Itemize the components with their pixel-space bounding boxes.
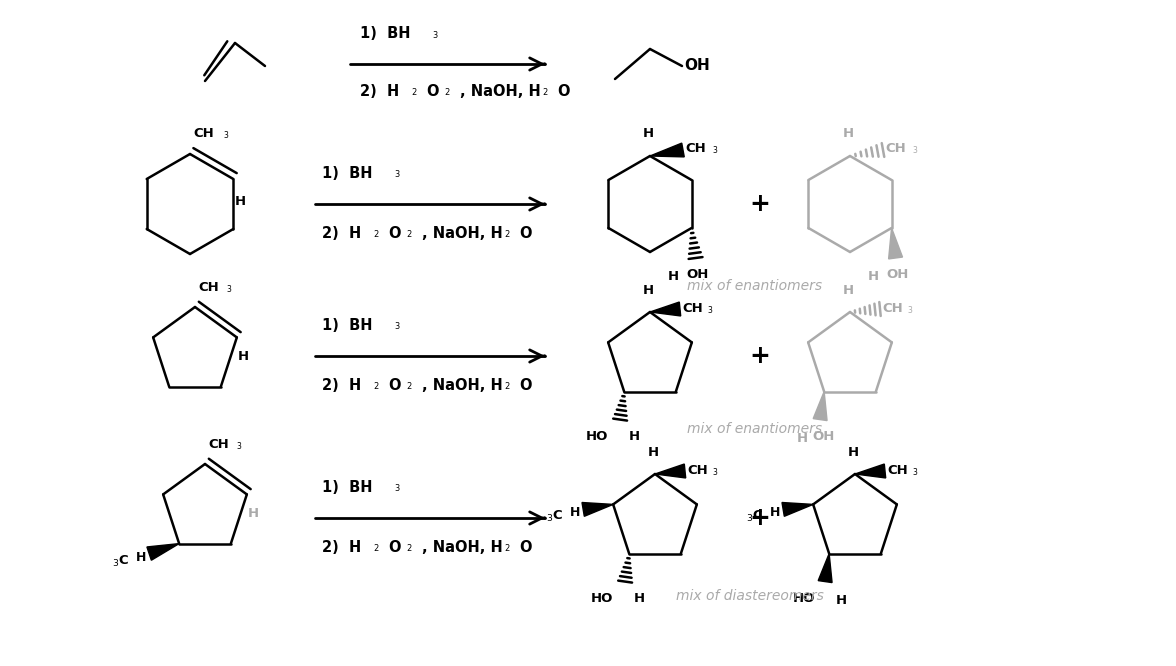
Text: O: O [557, 83, 570, 99]
Text: CH: CH [684, 143, 706, 155]
Text: H: H [634, 591, 644, 605]
Text: H: H [842, 284, 854, 297]
Text: H: H [848, 446, 858, 459]
Text: H: H [770, 506, 780, 519]
Polygon shape [889, 228, 902, 259]
Text: $_3$: $_3$ [913, 145, 918, 157]
Text: CH: CH [198, 281, 219, 294]
Text: $_3$: $_3$ [711, 145, 719, 157]
Text: mix of enantiomers: mix of enantiomers [688, 422, 822, 436]
Text: HO: HO [590, 591, 613, 605]
Text: H: H [648, 446, 659, 459]
Text: CH: CH [887, 464, 908, 478]
Text: O: O [388, 378, 401, 394]
Text: O: O [520, 378, 532, 394]
Text: CH: CH [886, 143, 906, 155]
Text: CH: CH [682, 302, 703, 316]
Text: $_2$: $_2$ [410, 85, 417, 97]
Text: $_2$: $_2$ [373, 541, 380, 555]
Text: HO: HO [586, 430, 608, 443]
Text: , NaOH, H: , NaOH, H [422, 541, 503, 555]
Text: $_3$: $_3$ [394, 482, 401, 494]
Text: CH: CH [882, 302, 903, 316]
Text: +: + [749, 192, 770, 216]
Text: 2)  H: 2) H [360, 83, 399, 99]
Text: $_3$C: $_3$C [112, 554, 129, 569]
Text: OH: OH [811, 430, 834, 443]
Text: $_3$: $_3$ [226, 284, 233, 296]
Text: , NaOH, H: , NaOH, H [422, 226, 503, 242]
Text: $_2$: $_2$ [406, 541, 412, 555]
Text: $_3$C: $_3$C [746, 509, 763, 524]
Text: H: H [668, 270, 679, 283]
Text: OH: OH [687, 268, 709, 281]
Text: O: O [520, 541, 532, 555]
Text: 1)  BH: 1) BH [322, 480, 373, 496]
Polygon shape [782, 503, 813, 516]
Text: $_3$C: $_3$C [546, 509, 563, 524]
Polygon shape [582, 503, 613, 516]
Text: $_3$: $_3$ [913, 467, 918, 480]
Text: H: H [629, 430, 640, 443]
Text: $_3$: $_3$ [707, 305, 714, 317]
Text: $_2$: $_2$ [443, 85, 450, 97]
Text: , NaOH, H: , NaOH, H [422, 378, 503, 394]
Text: $_3$: $_3$ [432, 27, 439, 41]
Text: $_2$: $_2$ [406, 228, 412, 240]
Text: $_2$: $_2$ [505, 228, 510, 240]
Text: mix of diastereomers: mix of diastereomers [676, 589, 824, 603]
Text: mix of enantiomers: mix of enantiomers [688, 279, 822, 293]
Text: $_3$: $_3$ [394, 320, 401, 332]
Text: $_3$: $_3$ [223, 130, 229, 142]
Text: 1)  BH: 1) BH [360, 27, 410, 41]
Text: $_2$: $_2$ [505, 380, 510, 392]
Text: HO: HO [793, 591, 815, 605]
Text: H: H [842, 127, 854, 140]
Text: O: O [388, 541, 401, 555]
Text: O: O [427, 83, 439, 99]
Text: 2)  H: 2) H [322, 226, 361, 242]
Text: $_3$: $_3$ [236, 441, 242, 453]
Text: CH: CH [208, 438, 229, 451]
Text: H: H [238, 350, 248, 364]
Text: +: + [749, 344, 770, 368]
Text: $_2$: $_2$ [373, 228, 380, 240]
Text: H: H [796, 432, 808, 445]
Text: H: H [135, 551, 146, 564]
Text: $_2$: $_2$ [373, 380, 380, 392]
Text: CH: CH [193, 127, 214, 140]
Polygon shape [855, 464, 886, 478]
Text: O: O [520, 226, 532, 242]
Text: O: O [388, 226, 401, 242]
Text: 1)  BH: 1) BH [322, 166, 373, 182]
Text: $_3$: $_3$ [711, 467, 719, 480]
Text: H: H [570, 506, 580, 519]
Polygon shape [814, 392, 827, 421]
Text: H: H [235, 195, 246, 208]
Text: +: + [749, 506, 770, 530]
Polygon shape [655, 464, 686, 478]
Text: $_2$: $_2$ [406, 380, 412, 392]
Text: 2)  H: 2) H [322, 541, 361, 555]
Polygon shape [650, 143, 684, 157]
Text: $_3$: $_3$ [907, 305, 914, 317]
Text: OH: OH [684, 57, 710, 73]
Text: , NaOH, H: , NaOH, H [460, 83, 541, 99]
Polygon shape [147, 543, 179, 560]
Text: $_3$: $_3$ [394, 168, 401, 180]
Text: H: H [642, 284, 654, 297]
Text: H: H [868, 270, 880, 283]
Text: 2)  H: 2) H [322, 378, 361, 394]
Text: H: H [836, 593, 847, 607]
Text: 1)  BH: 1) BH [322, 318, 373, 334]
Text: $_2$: $_2$ [505, 541, 510, 555]
Text: H: H [642, 127, 654, 140]
Text: H: H [247, 507, 259, 520]
Polygon shape [818, 553, 833, 583]
Text: OH: OH [887, 268, 909, 281]
Text: $_2$: $_2$ [542, 85, 548, 97]
Polygon shape [650, 302, 681, 316]
Text: CH: CH [687, 464, 708, 478]
